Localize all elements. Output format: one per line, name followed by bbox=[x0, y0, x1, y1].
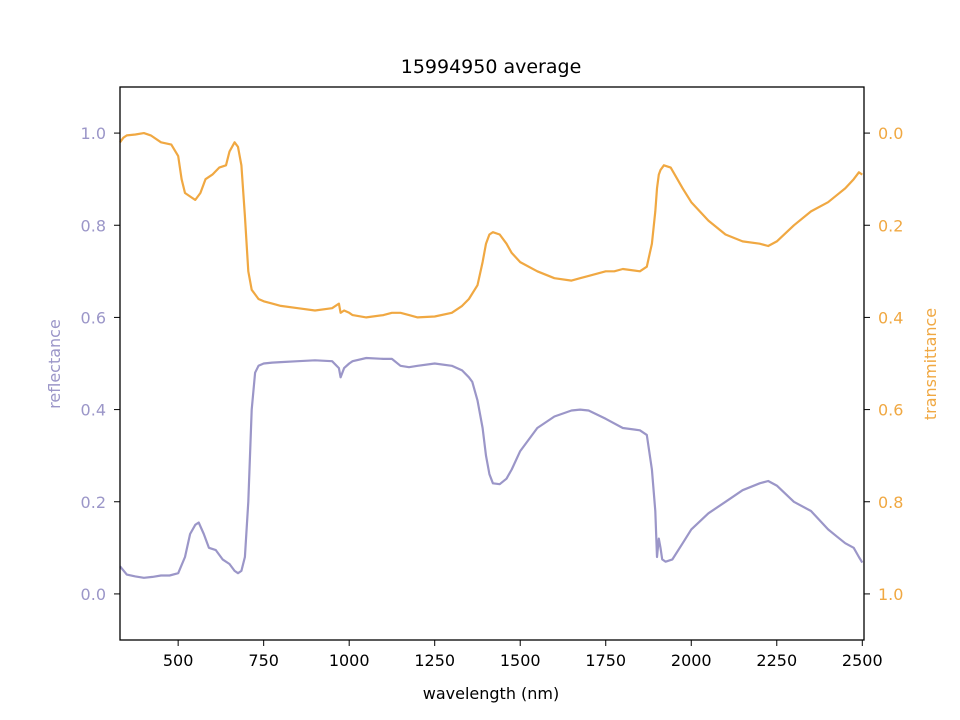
x-tick-label: 1250 bbox=[414, 651, 455, 670]
x-axis: 500 750 1000 1250 1500 1750 2000 2250 2500 bbox=[163, 640, 883, 670]
y-left-tick-label: 0.8 bbox=[81, 216, 106, 235]
reflectance-line bbox=[119, 356, 864, 579]
plot-frame bbox=[119, 86, 865, 641]
y-right-tick-label: 0.2 bbox=[878, 216, 903, 235]
y-right-tick-label: 0.0 bbox=[878, 124, 903, 143]
y-right-tick-label: 0.4 bbox=[878, 308, 903, 327]
y-left-tick-label: 1.0 bbox=[81, 124, 106, 143]
chart-title: 15994950 average bbox=[401, 56, 582, 78]
x-tick-label: 2250 bbox=[756, 651, 797, 670]
transmittance-line bbox=[119, 132, 863, 319]
y-axis-right: 0.0 0.2 0.4 0.6 0.8 1.0 bbox=[864, 124, 903, 604]
plot-area bbox=[119, 132, 864, 579]
y-axis-left-label: reflectance bbox=[45, 319, 64, 409]
x-tick-label: 1750 bbox=[585, 651, 626, 670]
y-right-tick-label: 0.8 bbox=[878, 493, 903, 512]
x-tick-label: 2500 bbox=[842, 651, 883, 670]
y-right-tick-label: 1.0 bbox=[878, 585, 903, 604]
x-axis-label: wavelength (nm) bbox=[423, 684, 560, 703]
y-left-tick-label: 0.2 bbox=[81, 493, 106, 512]
x-tick-label: 500 bbox=[163, 651, 194, 670]
x-tick-label: 750 bbox=[248, 651, 279, 670]
y-left-tick-label: 0.0 bbox=[81, 585, 106, 604]
x-tick-label: 1000 bbox=[329, 651, 370, 670]
y-left-tick-label: 0.4 bbox=[81, 401, 106, 420]
x-tick-label: 1500 bbox=[500, 651, 541, 670]
y-right-tick-label: 0.6 bbox=[878, 401, 903, 420]
y-left-tick-label: 0.6 bbox=[81, 308, 106, 327]
y-axis-right-label: transmittance bbox=[921, 308, 940, 420]
y-axis-left: 0.0 0.2 0.4 0.6 0.8 1.0 bbox=[81, 124, 120, 604]
x-tick-label: 2000 bbox=[671, 651, 712, 670]
